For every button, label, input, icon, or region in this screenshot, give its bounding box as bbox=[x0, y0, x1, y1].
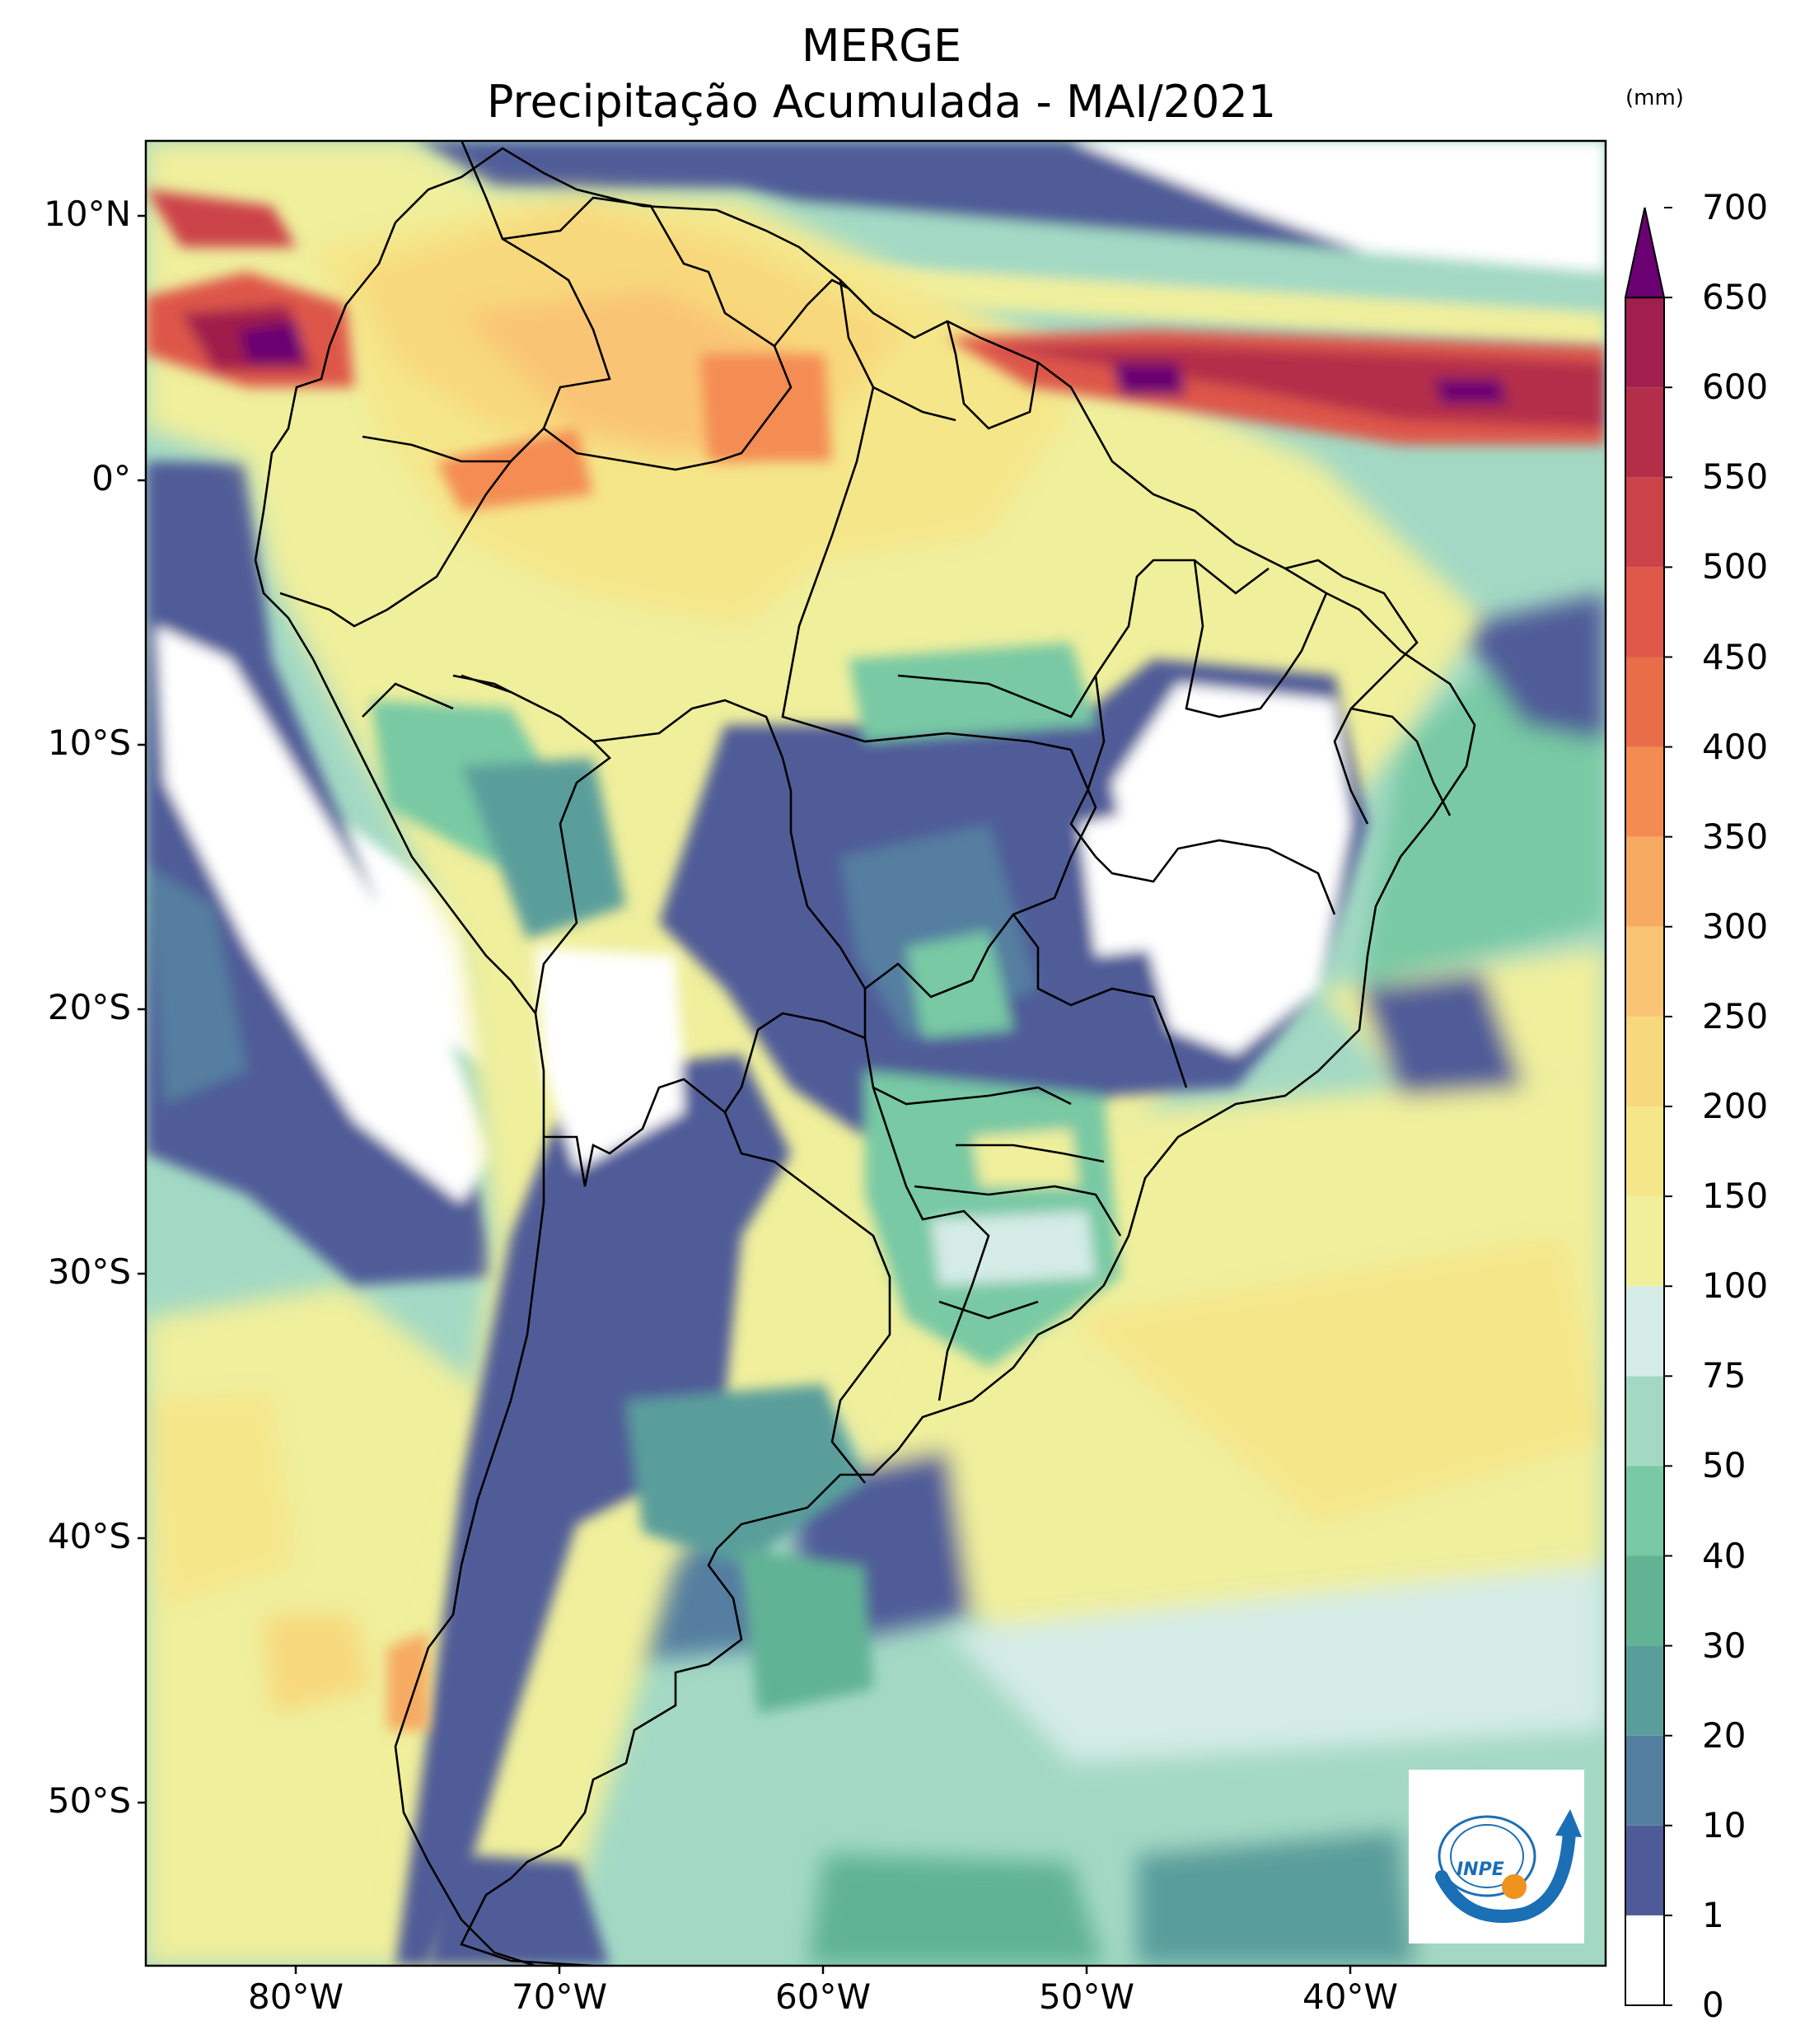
lon-label-70w: 70°W bbox=[512, 1976, 607, 2017]
colorbar-segment bbox=[1625, 1645, 1664, 1736]
colorbar-segment bbox=[1625, 926, 1664, 1017]
lon-label-50w: 50°W bbox=[1039, 1976, 1134, 2017]
colorbar-label: 300 bbox=[1702, 905, 1769, 947]
colorbar-segment bbox=[1625, 657, 1664, 747]
lat-label-0: 0° bbox=[91, 458, 131, 498]
colorbar-label: 40 bbox=[1702, 1535, 1747, 1576]
precipitation-field bbox=[146, 141, 1606, 1966]
colorbar-segment bbox=[1625, 1825, 1664, 1915]
colorbar-segment bbox=[1625, 746, 1664, 837]
colorbar-label: 10 bbox=[1702, 1804, 1747, 1845]
colorbar-outline bbox=[1625, 297, 1665, 2006]
colorbar-segment bbox=[1625, 1466, 1664, 1556]
lon-label-40w: 40°W bbox=[1302, 1976, 1398, 2017]
colorbar-label: 75 bbox=[1702, 1355, 1747, 1396]
colorbar-label: 550 bbox=[1702, 456, 1769, 498]
colorbar-segment bbox=[1625, 297, 1664, 388]
lon-label-80w: 80°W bbox=[248, 1976, 344, 2017]
lat-label-10s: 10°S bbox=[47, 723, 131, 763]
lat-label-10n: 10°N bbox=[44, 194, 131, 234]
lat-label-30s: 30°S bbox=[47, 1251, 131, 1292]
country-borders bbox=[254, 141, 1476, 1966]
lat-label-50s: 50°S bbox=[47, 1780, 131, 1821]
colorbar-label: 150 bbox=[1702, 1176, 1769, 1217]
colorbar-segment bbox=[1625, 567, 1664, 657]
colorbar-label: 350 bbox=[1702, 816, 1769, 857]
colorbar-label: 30 bbox=[1702, 1625, 1747, 1666]
colorbar-label: 400 bbox=[1702, 726, 1769, 767]
colorbar-label: 700 bbox=[1702, 187, 1769, 227]
colorbar-unit-label: (mm) bbox=[1625, 86, 1684, 110]
map-frame bbox=[144, 139, 1607, 1967]
colorbar-segment bbox=[1625, 1106, 1664, 1197]
colorbar-label: 1 bbox=[1702, 1894, 1724, 1935]
colorbar-label: 600 bbox=[1702, 367, 1769, 408]
colorbar-label: 250 bbox=[1702, 995, 1769, 1036]
colorbar-segment bbox=[1625, 1735, 1664, 1826]
colorbar-segment bbox=[1625, 1286, 1664, 1377]
colorbar-segment bbox=[1625, 477, 1664, 568]
colorbar-segment bbox=[1625, 387, 1664, 478]
colorbar-segment bbox=[1625, 836, 1664, 927]
colorbar-label: 200 bbox=[1702, 1086, 1769, 1126]
axis-ticks bbox=[138, 214, 1352, 1974]
colorbar-segment bbox=[1625, 1915, 1664, 2005]
inpe-logo-text: INPE bbox=[1457, 1859, 1504, 1880]
inpe-logo: INPE bbox=[1409, 1770, 1584, 1943]
colorbar-label: 20 bbox=[1702, 1714, 1747, 1756]
lat-label-20s: 20°S bbox=[47, 987, 131, 1027]
colorbar-segment bbox=[1625, 1196, 1664, 1287]
lat-label-40s: 40°S bbox=[47, 1516, 131, 1556]
lon-label-60w: 60°W bbox=[775, 1976, 871, 2017]
colorbar bbox=[1624, 207, 1672, 2006]
map-subtitle: Precipitação Acumulada - MAI/2021 bbox=[486, 76, 1277, 128]
colorbar-extend-arrow bbox=[1624, 207, 1666, 299]
colorbar-label: 100 bbox=[1702, 1265, 1769, 1307]
colorbar-segment bbox=[1625, 1376, 1664, 1466]
colorbar-segment bbox=[1625, 1016, 1664, 1106]
map-title: MERGE bbox=[801, 20, 962, 72]
inpe-logo-graphic: INPE bbox=[1435, 1809, 1582, 1923]
colorbar-label: 50 bbox=[1702, 1445, 1747, 1486]
colorbar-label: 500 bbox=[1702, 546, 1769, 587]
colorbar-label: 450 bbox=[1702, 636, 1769, 677]
colorbar-segment bbox=[1625, 1555, 1664, 1646]
colorbar-label: 650 bbox=[1702, 277, 1769, 318]
colorbar-label: 0 bbox=[1702, 1985, 1724, 2025]
